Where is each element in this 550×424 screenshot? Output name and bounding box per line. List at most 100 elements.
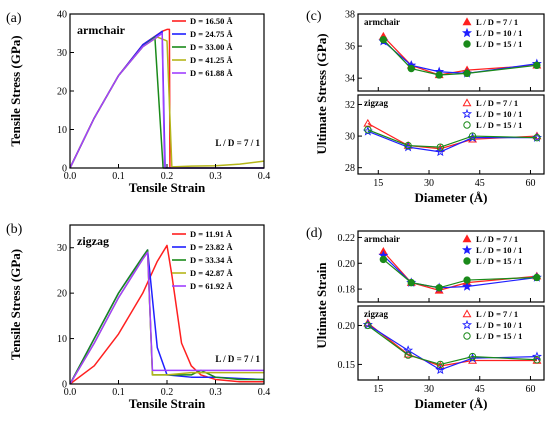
legend-marker-c-armchair-1 (462, 17, 472, 26)
x-axis-label-c: Diameter (Å) (414, 190, 487, 205)
legend-label-b-1: D = 11.91 Å (190, 229, 233, 239)
x-tick-label-d-2: 45 (475, 384, 485, 395)
y-tick-label-d-armchair-2: 0.22 (338, 233, 356, 244)
y-tick-label-d-zigzag-0: 0.15 (338, 360, 356, 371)
data-point-c-zigzag-3-5 (533, 133, 541, 142)
y-axis-label-b: Tensile Stress (GPa) (8, 249, 23, 360)
plot-frame-d-armchair (357, 230, 545, 303)
legend-label-d-armchair-2: L / D = 10 / 1 (476, 245, 522, 255)
chart-panel-a: 0.0 0.1 0.2 0.3 0.4 0 10 20 30 40 (a) armchair Tensi… (6, 10, 270, 196)
panel-label-a: (a) (6, 11, 22, 26)
legend-marker-d-zigzag-3 (463, 332, 471, 340)
data-point-c-armchair-3-2 (407, 64, 415, 73)
legend-label-b-4: D = 42.87 Å (190, 268, 233, 278)
y-tick-label-c-armchair-1: 36 (345, 42, 355, 53)
series-line-c-zigzag-2 (367, 130, 537, 153)
series-line-b-5 (69, 251, 264, 385)
data-point-c-zigzag-3-2 (404, 141, 412, 150)
chart-title-a: armchair (77, 23, 126, 37)
data-point-d-armchair-3-2 (407, 278, 415, 287)
legend-label-c-armchair-2: L / D = 10 / 1 (476, 28, 522, 38)
data-point-c-zigzag-3-3 (436, 143, 445, 151)
y-tick-label-d-armchair-0: 0.18 (338, 285, 356, 296)
y-tick-label-a-3: 30 (57, 48, 67, 59)
legend-marker-c-armchair-3 (463, 40, 471, 48)
x-tick-label-a-2: 0.2 (161, 171, 174, 182)
y-tick-label-c-zigzag-2: 32 (345, 100, 355, 111)
x-axis-label-d: Diameter (Å) (414, 396, 487, 411)
legend-label-c-armchair-3: L / D = 15 / 1 (476, 39, 522, 49)
chart-title-b: zigzag (77, 234, 109, 248)
subplot-c-armchair: 34 36 38 armchair L / D = 7 / 1L / D = 10 / … (345, 10, 545, 92)
ratio-note-b: L / D = 7 / 1 (215, 354, 260, 364)
subplot-title-d-zigzag: zigzag (364, 309, 388, 319)
x-tick-label-b-4: 0.4 (258, 387, 271, 398)
series-line-b-1 (69, 244, 264, 385)
data-point-d-zigzag-3-3 (436, 360, 445, 369)
y-tick-label-a-1: 10 (57, 125, 67, 136)
legend-marker-c-zigzag-3 (463, 121, 471, 129)
x-tick-label-a-4: 0.4 (258, 171, 271, 182)
legend-label-a-5: D = 61.88 Å (190, 68, 233, 78)
subplot-d-zigzag: 0.15 0.20 zigzag L / D = 7 / 1L / D = 10 / … (338, 305, 545, 381)
x-tick-label-c-3: 60 (525, 178, 535, 189)
data-point-d-armchair-2-4 (462, 281, 473, 291)
y-tick-label-c-armchair-2: 38 (345, 10, 355, 21)
legend-label-c-armchair-1: L / D = 7 / 1 (476, 17, 518, 27)
x-axis-label-a: Tensile Strain (129, 180, 206, 195)
x-tick-label-b-2: 0.2 (161, 387, 174, 398)
subplot-title-c-zigzag: zigzag (364, 98, 388, 108)
chart-panel-b: 0.0 0.1 0.2 0.3 0.4 0 10 20 30 (b) zigzag Tensile S… (6, 222, 270, 411)
legend-marker-c-armchair-2 (462, 27, 472, 38)
legend-marker-d-armchair-1 (462, 234, 472, 243)
x-tick-label-a-3: 0.3 (209, 171, 222, 182)
plot-frame-c-zigzag (357, 94, 545, 175)
data-point-c-armchair-3-1 (379, 35, 388, 44)
legend-marker-d-zigzag-2 (462, 319, 472, 330)
legend-label-a-1: D = 16.50 Å (190, 16, 233, 26)
panel-label-c: (c) (306, 9, 322, 24)
data-point-d-armchair-3-5 (533, 273, 541, 282)
legend-label-a-2: D = 24.75 Å (190, 29, 233, 39)
data-point-c-zigzag-3-4 (468, 132, 477, 140)
legend-label-c-zigzag-2: L / D = 10 / 1 (476, 109, 522, 119)
y-tick-label-a-2: 20 (57, 87, 67, 98)
subplot-title-d-armchair: armchair (364, 234, 400, 244)
panel-label-d: (d) (306, 226, 323, 241)
y-tick-label-d-armchair-1: 0.20 (338, 259, 356, 270)
legend-marker-d-armchair-3 (463, 257, 471, 265)
chart-panel-d: 0.180.200.22 armchair L / D = 7 / 1L / D =… (306, 226, 545, 411)
y-tick-label-a-4: 40 (57, 10, 67, 21)
plot-frame-c-armchair (357, 13, 545, 92)
data-point-d-zigzag-2-5 (531, 351, 542, 361)
y-tick-label-c-armchair-0: 34 (345, 74, 355, 85)
x-tick-label-d-3: 60 (525, 384, 535, 395)
x-tick-label-c-2: 45 (475, 178, 485, 189)
plot-frame-d-zigzag (357, 305, 545, 381)
series-line-d-zigzag-3 (367, 324, 537, 366)
legend-label-d-zigzag-3: L / D = 15 / 1 (476, 331, 522, 341)
subplot-d-armchair: 0.180.200.22 armchair L / D = 7 / 1L / D =… (338, 230, 545, 303)
series-line-c-zigzag-3 (367, 129, 537, 148)
subplot-c-zigzag: 28 30 32 zigzag L / D = 7 / 1L / D = 10 / 1L… (345, 94, 545, 175)
data-point-d-zigzag-3-2 (404, 351, 412, 359)
legend-label-a-4: D = 41.25 Å (190, 55, 233, 65)
data-point-d-armchair-3-4 (463, 276, 471, 284)
subplot-title-c-armchair: armchair (364, 17, 400, 27)
series-line-b-4 (69, 251, 264, 385)
y-tick-label-b-1: 10 (57, 334, 67, 345)
x-tick-label-d-0: 15 (373, 384, 383, 395)
legend-b: D = 11.91 Å D = 23.82 Å D = 33.34 Å D = 42.… (172, 229, 233, 291)
series-line-a-5 (69, 32, 264, 169)
y-tick-label-b-2: 20 (57, 289, 67, 300)
x-tick-label-d-1: 30 (424, 384, 434, 395)
data-point-d-armchair-3-3 (435, 284, 443, 292)
data-point-c-armchair-3-4 (463, 69, 471, 78)
x-tick-label-b-3: 0.3 (209, 387, 222, 398)
ratio-note-a: L / D = 7 / 1 (215, 138, 260, 148)
legend-label-c-zigzag-3: L / D = 15 / 1 (476, 120, 522, 130)
series-line-a-4 (69, 36, 265, 169)
y-tick-label-a-0: 0 (62, 164, 67, 175)
